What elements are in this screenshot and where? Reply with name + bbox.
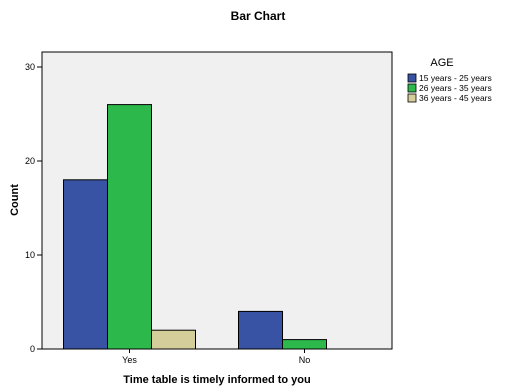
legend-swatch bbox=[407, 93, 417, 103]
legend-swatch bbox=[407, 83, 417, 93]
y-tick-label: 10 bbox=[25, 250, 35, 260]
y-tick-label: 20 bbox=[25, 156, 35, 166]
legend-label: 15 years - 25 years bbox=[419, 73, 492, 83]
y-tick-label: 30 bbox=[25, 62, 35, 72]
bar-series-group bbox=[63, 104, 327, 350]
y-tick-label: 0 bbox=[30, 344, 35, 354]
chart-title: Bar Chart bbox=[231, 9, 286, 23]
y-axis: 0 10 20 30 bbox=[25, 62, 42, 354]
legend-label: 26 years - 35 years bbox=[419, 83, 492, 93]
bar bbox=[63, 179, 108, 350]
bar bbox=[238, 310, 283, 350]
bar bbox=[107, 104, 152, 350]
legend-label: 36 years - 45 years bbox=[419, 93, 492, 103]
y-axis-label: Count bbox=[9, 184, 21, 216]
bar bbox=[282, 339, 327, 350]
bar bbox=[151, 329, 196, 350]
legend-title: AGE bbox=[430, 57, 453, 69]
legend-swatch bbox=[407, 73, 417, 83]
x-tick-label: Yes bbox=[122, 355, 137, 365]
x-tick-label: No bbox=[299, 355, 311, 365]
x-axis: Yes No bbox=[122, 349, 310, 365]
x-axis-label: Time table is timely informed to you bbox=[123, 374, 310, 386]
